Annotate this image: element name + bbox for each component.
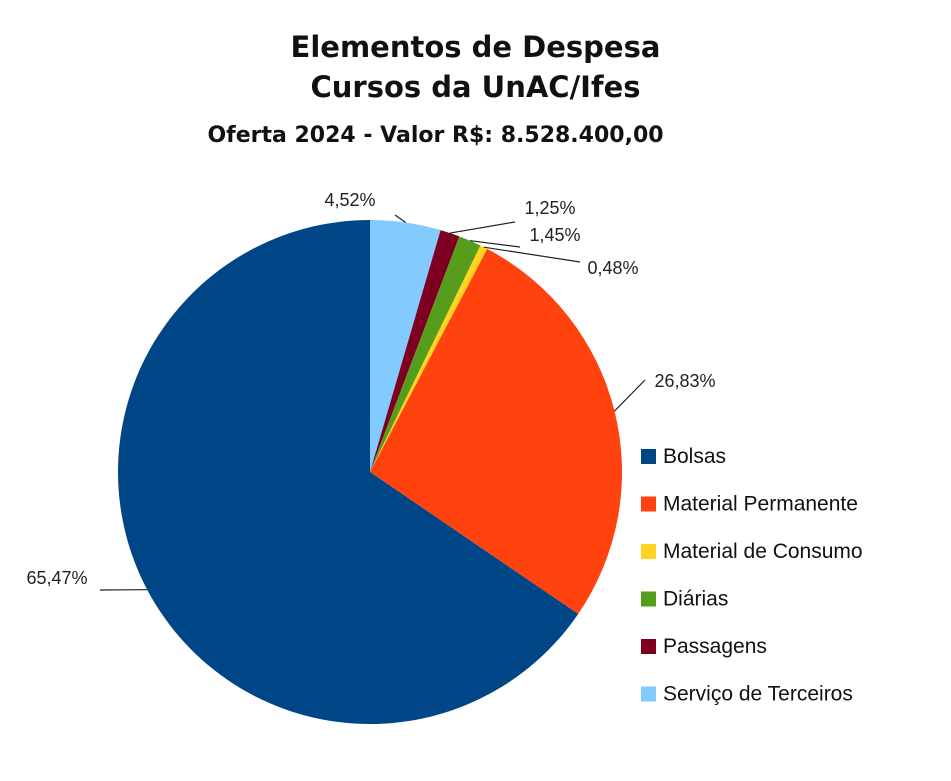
data-label-bolsas: 65,47% (26, 568, 87, 588)
legend: Bolsas Material Permanente Material de Con… (641, 445, 863, 706)
slice-labels: 4,52% 1,25% 1,45% 0,48% 26,83% 65,47% (26, 190, 715, 588)
pie-slice-diarias (370, 236, 481, 472)
chart-title: Elementos de Despesa (290, 30, 661, 64)
pie-slice-bolsas (117, 220, 579, 724)
leader-line-material-permanente (614, 379, 646, 412)
pie-slice-passagens (370, 230, 460, 472)
chart-subtitle: Cursos da UnAC/Ifes (310, 70, 641, 104)
legend-label-bolsas: Bolsas (663, 445, 726, 468)
pie-slices (117, 220, 623, 724)
leader-line-passagens (449, 221, 516, 234)
leader-line-material-de-consumo (483, 246, 581, 263)
pie-slice-servico-de-terceiros (370, 220, 441, 472)
data-label-servico-de-terceiros: 4,52% (324, 190, 375, 210)
data-label-material-permanente: 26,83% (654, 371, 715, 391)
legend-swatch-diarias (641, 591, 656, 607)
legend-label-diarias: Diárias (663, 588, 728, 611)
leader-lines (99, 214, 646, 591)
leader-line-servico-de-terceiros (394, 214, 407, 224)
legend-swatch-servico-de-terceiros (641, 686, 656, 702)
legend-swatch-material-de-consumo (641, 544, 656, 559)
legend-swatch-bolsas (641, 449, 656, 464)
chart-caption: Oferta 2024 - Valor R$: 8.528.400,00 (207, 123, 664, 148)
pie-slice-material-de-consumo (370, 245, 488, 472)
data-label-material-de-consumo: 0,48% (587, 258, 638, 278)
legend-swatch-material-permanente (641, 496, 656, 512)
legend-label-material-permanente: Material Permanente (663, 493, 858, 516)
data-label-diarias: 1,45% (529, 225, 580, 245)
pie-slice-material-permanente (370, 248, 623, 615)
legend-label-servico-de-terceiros: Serviço de Terceiros (663, 683, 853, 706)
data-label-passagens: 1,25% (524, 198, 575, 218)
legend-swatch-passagens (641, 639, 656, 654)
leader-line-diarias (469, 240, 521, 248)
legend-label-material-de-consumo: Material de Consumo (663, 540, 863, 563)
legend-label-passagens: Passagens (663, 635, 767, 658)
